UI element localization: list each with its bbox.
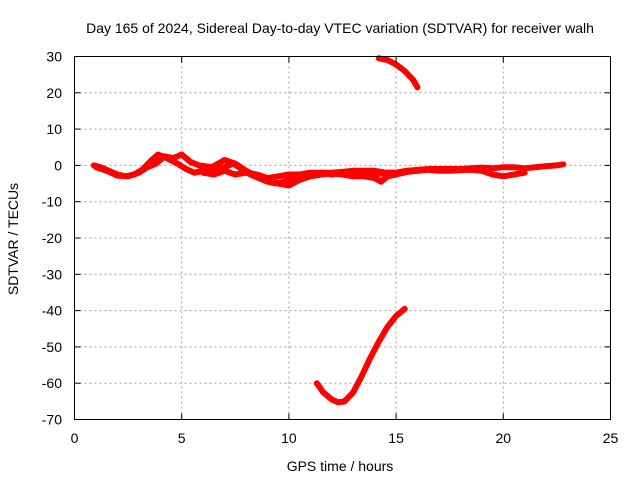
y-tick-label: -70 [42, 412, 62, 428]
y-tick-label: 20 [46, 85, 62, 101]
grid [74, 56, 611, 420]
x-tick-label: 20 [496, 430, 512, 446]
x-axis-label: GPS time / hours [287, 458, 394, 474]
series-group [90, 55, 567, 406]
x-tick-label: 25 [603, 430, 619, 446]
y-tick-label: -50 [42, 339, 62, 355]
y-tick-label: -60 [42, 375, 62, 391]
ticks: 0 5 10 15 20 25 -70 -60 -50 -40 -30 -20 -10 0 10 20 30 [42, 49, 619, 447]
y-tick-label: -10 [42, 194, 62, 210]
series-line-band-c [200, 166, 528, 182]
series-line-arc-upper [375, 55, 421, 91]
y-tick-label: -30 [42, 266, 62, 282]
y-tick-label: 10 [46, 121, 62, 137]
y-tick-label: 30 [46, 49, 62, 65]
chart-title: Day 165 of 2024, Sidereal Day-to-day VTE… [86, 20, 594, 36]
x-tick-label: 5 [178, 430, 186, 446]
x-tick-label: 10 [281, 430, 297, 446]
y-axis-label: SDTVAR / TECUs [5, 183, 21, 295]
x-tick-label: 15 [388, 430, 404, 446]
y-tick-label: -40 [42, 303, 62, 319]
y-tick-label: 0 [54, 157, 62, 173]
series-line-arc-lower [313, 305, 408, 406]
y-tick-label: -20 [42, 230, 62, 246]
x-tick-label: 0 [71, 430, 79, 446]
